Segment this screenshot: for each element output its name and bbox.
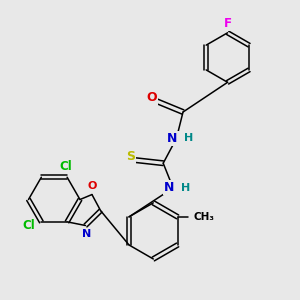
- Text: N: N: [167, 132, 178, 145]
- Text: O: O: [146, 91, 157, 104]
- Text: H: H: [181, 183, 190, 193]
- Text: O: O: [88, 181, 97, 191]
- Text: Cl: Cl: [59, 160, 72, 173]
- Text: N: N: [164, 182, 174, 194]
- Text: Cl: Cl: [22, 219, 35, 232]
- Text: S: S: [126, 150, 135, 163]
- Text: CH₃: CH₃: [193, 212, 214, 222]
- Text: F: F: [224, 17, 232, 30]
- Text: H: H: [184, 134, 194, 143]
- Text: N: N: [82, 229, 91, 239]
